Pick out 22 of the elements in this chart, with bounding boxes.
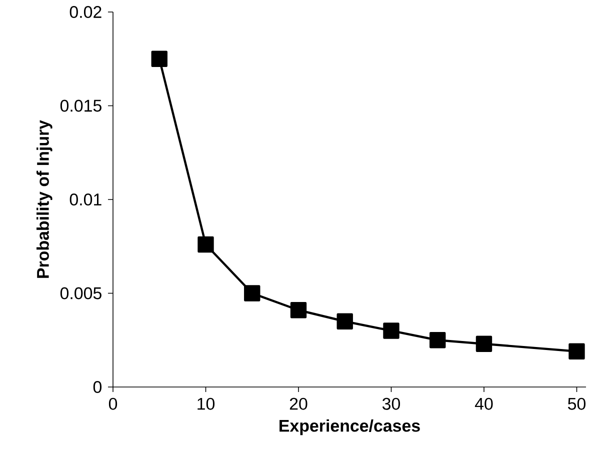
y-tick-label: 0.005 <box>60 287 102 300</box>
point <box>430 332 446 348</box>
x-tick-label: 40 <box>474 398 493 410</box>
point <box>383 322 400 339</box>
x-tick-label: 20 <box>290 398 308 410</box>
point <box>244 285 260 302</box>
x-tick-label: 50 <box>568 398 586 410</box>
y-tick-label: 0.01 <box>70 194 102 206</box>
point <box>198 236 214 253</box>
y-tick-label: 0.015 <box>60 100 102 112</box>
point <box>568 343 585 360</box>
y-tick-label: 0 <box>93 381 102 393</box>
x-tick-label: 30 <box>382 398 400 410</box>
x-tick-label: 0 <box>108 398 118 410</box>
x-tick-label: 10 <box>198 398 215 410</box>
point <box>336 313 353 330</box>
point <box>290 302 307 318</box>
y-axis-title: Probability of Injury <box>36 120 52 278</box>
x-axis-title: Experience/cases <box>280 419 420 436</box>
point <box>151 50 168 67</box>
y-tick-label: 0.02 <box>70 6 102 18</box>
point <box>476 336 492 352</box>
